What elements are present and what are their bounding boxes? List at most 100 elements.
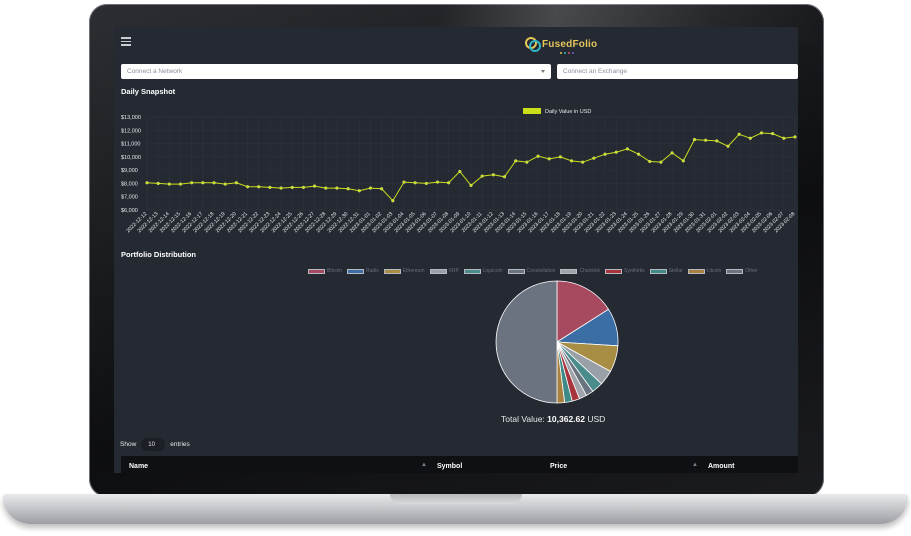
legend-swatch [463, 268, 481, 274]
data-point[interactable] [547, 157, 551, 161]
y-tick-label: $12,000 [121, 128, 141, 134]
network-select[interactable]: Connect a Network [121, 64, 551, 79]
menu-icon[interactable] [121, 37, 131, 46]
show-entries: Show 10 entries [120, 438, 190, 451]
pie-legend-item[interactable]: XRP [429, 268, 459, 274]
data-point[interactable] [424, 181, 428, 186]
pie-legend-item[interactable]: Stellar [649, 268, 683, 274]
data-point[interactable] [435, 180, 440, 184]
pie-slice-other[interactable] [495, 280, 558, 404]
data-point[interactable] [603, 152, 607, 156]
data-point[interactable] [346, 187, 350, 191]
data-point[interactable] [469, 183, 473, 188]
legend-swatch [523, 108, 541, 114]
data-point[interactable] [245, 185, 250, 189]
legend-label: Stellar [668, 268, 683, 274]
data-point[interactable] [413, 181, 417, 185]
data-point[interactable] [625, 147, 630, 151]
data-point[interactable] [771, 132, 775, 136]
data-point[interactable] [514, 159, 518, 163]
data-point[interactable] [447, 181, 451, 185]
data-point[interactable] [659, 160, 663, 164]
total-label: Total Value: [501, 414, 545, 424]
pie-legend-item[interactable]: Chainlink [560, 268, 600, 274]
pie-legend-item[interactable]: Liquicoin [463, 268, 503, 274]
data-point[interactable] [357, 189, 361, 193]
portfolio-pie-chart [495, 280, 619, 404]
data-point[interactable] [223, 182, 227, 186]
pie-slice-bitcoin[interactable] [556, 280, 610, 343]
legend-swatch [429, 268, 447, 274]
data-point[interactable] [737, 132, 741, 136]
data-point[interactable] [525, 160, 529, 164]
data-point[interactable] [324, 186, 328, 190]
network-select-placeholder: Connect a Network [127, 68, 183, 75]
data-point[interactable] [190, 181, 194, 185]
data-point[interactable] [648, 159, 652, 164]
data-point[interactable] [380, 187, 384, 191]
daily-snapshot-title: Daily Snapshot [121, 87, 176, 96]
data-point[interactable] [290, 185, 294, 190]
column-price[interactable]: Price [550, 463, 568, 470]
data-point[interactable] [368, 186, 373, 190]
pie-legend-item[interactable]: Synthetix [605, 268, 645, 274]
chevron-down-icon [541, 70, 545, 73]
data-point[interactable] [156, 181, 160, 186]
data-point[interactable] [793, 135, 797, 139]
data-point[interactable] [268, 185, 272, 190]
data-point[interactable] [715, 139, 719, 143]
data-point[interactable] [782, 136, 786, 140]
data-point[interactable] [312, 184, 317, 188]
data-point[interactable] [491, 173, 495, 177]
data-point[interactable] [335, 186, 339, 190]
data-point[interactable] [279, 186, 283, 190]
y-tick-label: $9,000 [121, 168, 138, 174]
data-point[interactable] [145, 181, 149, 185]
data-point[interactable] [692, 137, 697, 142]
data-point[interactable] [569, 159, 574, 163]
data-point[interactable] [402, 180, 406, 184]
pie-legend-item[interactable]: Other [726, 268, 758, 274]
pie-legend-item[interactable]: Litcoin [687, 268, 721, 274]
data-point[interactable] [212, 181, 216, 185]
data-point[interactable] [201, 181, 205, 185]
total-amount: 10,362.62 [547, 414, 585, 424]
data-point[interactable] [480, 174, 484, 178]
data-point[interactable] [178, 182, 183, 186]
exchange-select[interactable]: Connect an Exchange [557, 64, 798, 79]
total-unit: USD [587, 414, 606, 424]
entries-select[interactable]: 10 [141, 438, 166, 451]
show-label: Show [120, 441, 137, 448]
data-point[interactable] [391, 199, 395, 203]
data-point[interactable] [301, 185, 306, 190]
sort-icon[interactable]: ▲ [692, 462, 698, 468]
data-point[interactable] [536, 154, 540, 158]
pie-legend-item[interactable]: Constellation [507, 268, 555, 274]
data-point[interactable] [759, 131, 764, 135]
data-point[interactable] [502, 175, 507, 179]
data-point[interactable] [670, 151, 674, 155]
data-point[interactable] [636, 152, 641, 156]
column-amount[interactable]: Amount [708, 463, 735, 470]
data-point[interactable] [748, 136, 752, 140]
data-point[interactable] [234, 181, 238, 185]
data-point[interactable] [726, 144, 730, 148]
data-point[interactable] [167, 182, 171, 186]
data-point[interactable] [458, 169, 462, 174]
data-point[interactable] [558, 155, 562, 159]
data-point[interactable] [614, 150, 618, 154]
pie-legend-item[interactable]: Radix [347, 268, 379, 274]
column-symbol[interactable]: Symbol [437, 463, 463, 470]
pie-legend-item[interactable]: Bitcoin [308, 268, 342, 274]
data-point[interactable] [704, 138, 708, 142]
y-tick-label: $8,000 [121, 181, 138, 187]
laptop-notch [390, 494, 522, 504]
brand-logo[interactable]: FusedFolio [525, 36, 597, 52]
data-point[interactable] [581, 160, 585, 164]
column-name[interactable]: Name [129, 463, 149, 470]
sort-icon[interactable]: ▲ [421, 462, 427, 468]
data-point[interactable] [592, 156, 596, 160]
data-point[interactable] [681, 159, 685, 163]
pie-legend-item[interactable]: Ethereum [383, 268, 425, 274]
data-point[interactable] [257, 185, 261, 189]
